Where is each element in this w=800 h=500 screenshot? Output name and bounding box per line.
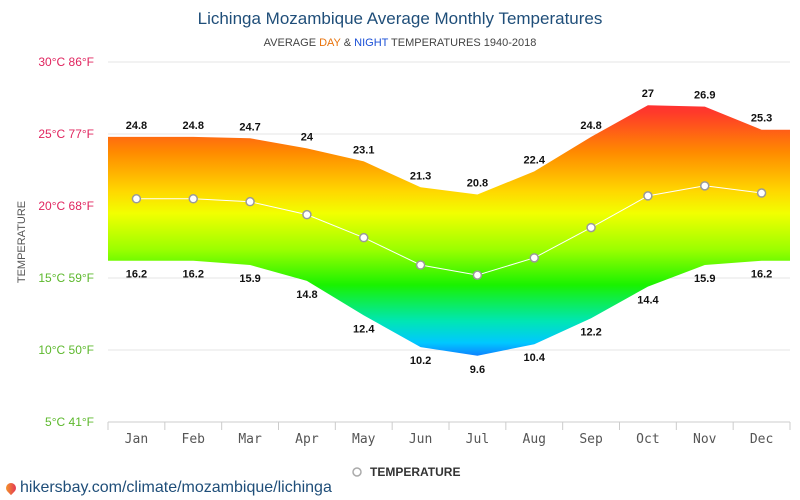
mean-point[interactable]: [359, 232, 369, 243]
mean-point[interactable]: [529, 253, 539, 263]
y-axis-label: TEMPERATURE: [16, 201, 28, 283]
data-labels: 24.8 24.8 24.7 24 23.1 21.3 20.8 22.4 24.8 27 26.9…: [126, 88, 773, 376]
day-value-label: 24.8: [580, 120, 601, 132]
x-axis-ticks: Jan Feb Mar Apr May Jun Jul Aug Sep Oct Nov Dec: [107, 422, 791, 447]
mean-point[interactable]: [131, 194, 142, 204]
night-value-label: 16.2: [126, 269, 147, 281]
mean-point[interactable]: [415, 260, 426, 270]
y-tick-label: 5°C 41°F: [45, 415, 94, 429]
mean-temperature-markers: [131, 181, 767, 280]
mean-point[interactable]: [643, 191, 653, 201]
day-value-label: 25.3: [751, 113, 772, 125]
mean-point[interactable]: [188, 194, 198, 204]
day-value-label: 24.8: [126, 120, 147, 132]
day-value-label: 24.7: [239, 121, 260, 133]
x-tick-label: Feb: [182, 432, 206, 447]
mean-point[interactable]: [586, 222, 596, 233]
night-value-label: 15.9: [694, 273, 715, 285]
day-value-label: 24: [301, 131, 314, 143]
x-tick-label: Dec: [750, 432, 773, 447]
x-tick-label: Jan: [125, 432, 148, 447]
y-tick-label: 20°C 68°F: [38, 199, 94, 213]
footer-url: hikersbay.com/climate/mozambique/liching…: [20, 479, 332, 496]
mean-point[interactable]: [472, 270, 483, 280]
legend-marker: [352, 467, 362, 477]
night-value-label: 10.2: [410, 355, 431, 367]
night-value-label: 16.2: [751, 269, 772, 281]
subtitle-night-word: NIGHT: [354, 37, 389, 49]
night-value-label: 14.4: [637, 295, 659, 307]
night-value-label: 9.6: [470, 364, 485, 376]
y-tick-label: 30°C 86°F: [38, 55, 94, 69]
day-value-label: 26.9: [694, 90, 715, 102]
day-value-label: 21.3: [410, 170, 431, 182]
day-value-label: 27: [642, 88, 654, 100]
night-value-label: 15.9: [239, 273, 260, 285]
x-tick-label: Sep: [579, 432, 603, 447]
x-tick-label: May: [352, 432, 376, 447]
legend-label-temperature: TEMPERATURE: [370, 465, 460, 479]
chart-title: Lichinga Mozambique Average Monthly Temp…: [198, 9, 603, 28]
mean-point[interactable]: [245, 196, 255, 207]
subtitle-day-word: DAY: [319, 37, 341, 49]
x-tick-label: Apr: [295, 432, 319, 447]
day-value-label: 22.4: [524, 154, 546, 166]
y-tick-label: 15°C 59°F: [38, 271, 94, 285]
night-value-label: 10.4: [524, 352, 546, 364]
day-value-label: 23.1: [353, 144, 374, 156]
legend[interactable]: TEMPERATURE: [352, 465, 460, 479]
mean-point[interactable]: [302, 209, 312, 220]
y-tick-label: 10°C 50°F: [38, 343, 94, 357]
night-value-label: 14.8: [296, 289, 317, 301]
x-tick-label: Aug: [523, 432, 546, 447]
footer-source-link[interactable]: hikersbay.com/climate/mozambique/liching…: [3, 479, 332, 497]
mean-point[interactable]: [756, 188, 767, 198]
day-value-label: 20.8: [467, 177, 488, 189]
mean-temperature-line: [136, 185, 762, 276]
mean-point[interactable]: [700, 181, 710, 191]
night-value-label: 12.4: [353, 323, 375, 335]
day-night-range-area: [108, 105, 790, 356]
x-tick-label: Mar: [238, 432, 262, 447]
x-tick-label: Nov: [693, 432, 717, 447]
day-value-label: 24.8: [183, 120, 204, 132]
night-value-label: 12.2: [580, 326, 601, 338]
night-value-label: 16.2: [183, 269, 204, 281]
location-pin-icon: [3, 480, 19, 496]
chart-subtitle: AVERAGE DAY & NIGHT TEMPERATURES 1940-20…: [264, 37, 537, 49]
x-tick-label: Jun: [409, 432, 432, 447]
y-tick-label: 25°C 77°F: [38, 127, 94, 141]
x-tick-label: Jul: [466, 432, 489, 447]
y-axis-ticks: 30°C 86°F 25°C 77°F 20°C 68°F 15°C 59°F 10°C…: [38, 55, 94, 429]
x-tick-label: Oct: [636, 432, 659, 447]
